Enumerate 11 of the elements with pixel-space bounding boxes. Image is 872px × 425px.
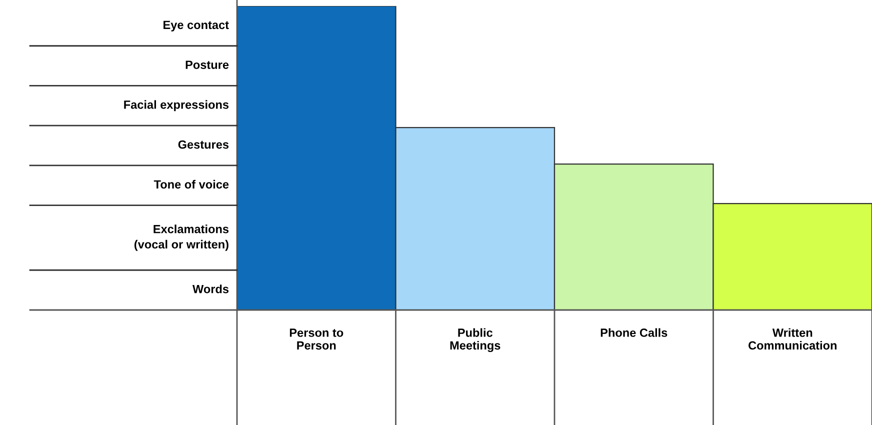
text: Tone of voice [154, 180, 229, 189]
x-tick-label: Written Communication [748, 328, 836, 350]
x-tick-label: Phone Calls [600, 328, 668, 337]
text: Exclamations (vocal or written) [134, 224, 229, 251]
text: Posture [186, 60, 229, 69]
text: Facial expressions [124, 100, 229, 112]
x-tick-label: Person to Person [290, 328, 344, 350]
x-tick-label: Public Meetings [450, 328, 500, 352]
text: Gestures [178, 140, 229, 149]
text: Words [192, 284, 229, 294]
text: Eye contact [164, 20, 229, 32]
